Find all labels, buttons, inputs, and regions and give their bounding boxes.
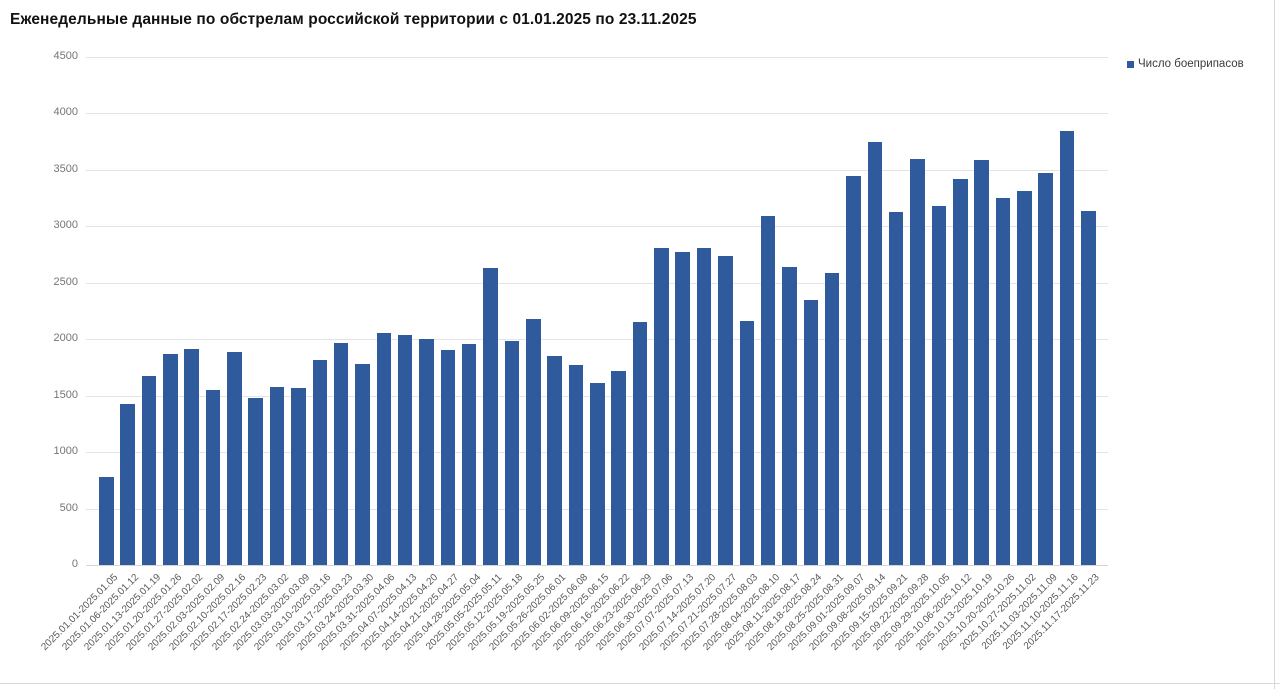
y-axis-tick-label: 0 bbox=[71, 558, 78, 570]
bar-2025.01.27-2025.02.02 bbox=[184, 348, 199, 565]
chart-title: Еженедельные данные по обстрелам российс… bbox=[10, 11, 697, 28]
gridline bbox=[86, 565, 1108, 566]
bar-2025.05.05-2025.05.11 bbox=[483, 268, 498, 565]
bar-2025.03.10-2025.03.16 bbox=[312, 359, 327, 565]
y-axis-tick-label: 2000 bbox=[53, 332, 78, 345]
y-axis-tick-label: 500 bbox=[59, 501, 78, 514]
bar-2025.06.09-2025.06.15 bbox=[590, 382, 605, 565]
bar-2025.01.13-2025.01.19 bbox=[141, 376, 157, 565]
bar-2025.01.20-2025.01.26 bbox=[163, 354, 178, 565]
bar-2025.07.07-2025.07.13 bbox=[675, 252, 690, 565]
bar-2025.06.16-2025.06.22 bbox=[611, 370, 626, 565]
legend: Число боеприпасов bbox=[1127, 58, 1244, 70]
gridline bbox=[86, 57, 1108, 58]
gridline bbox=[86, 226, 1108, 228]
bar-2025.05.12-2025.05.18 bbox=[504, 340, 520, 565]
bar-2025.06.23-2025.06.29 bbox=[632, 322, 648, 565]
gridline bbox=[86, 113, 1108, 115]
y-axis-tick-label: 2500 bbox=[53, 275, 78, 288]
bar-2025.09.01-2025.09.07 bbox=[846, 176, 861, 565]
bar-2025.05.26-2025.06.01 bbox=[547, 355, 562, 565]
bar-2025.04.21-2025.04.27 bbox=[440, 349, 456, 565]
bar-2025.03.31-2025.04.06 bbox=[376, 333, 392, 565]
bar-2025.07.28-2025.08.03 bbox=[739, 321, 754, 565]
bar-2025.04.07-2025.04.13 bbox=[397, 334, 413, 565]
bar-2025.03.17-2025.03.23 bbox=[333, 342, 349, 565]
bar-2025.11.10-2025.11.16 bbox=[1059, 130, 1075, 565]
bar-2025.10.06-2025.10.12 bbox=[953, 178, 968, 565]
bar-2025.02.17-2025.02.23 bbox=[248, 398, 263, 565]
y-axis-tick-label: 4000 bbox=[53, 106, 78, 119]
frame-bottom-line bbox=[0, 683, 1280, 684]
bar-2025.10.20-2025.10.26 bbox=[995, 198, 1011, 565]
bar-2025.08.11-2025.08.17 bbox=[782, 266, 797, 565]
gridline bbox=[86, 282, 1108, 284]
bar-2025.02.24-2025.03.02 bbox=[269, 387, 285, 565]
bar-2025.08.25-2025.08.31 bbox=[824, 272, 840, 565]
bar-2025.06.30-2025.07.06 bbox=[654, 247, 669, 565]
bar-2025.07.21-2025.07.27 bbox=[718, 255, 733, 565]
bar-2025.09.22-2025.09.28 bbox=[910, 159, 925, 565]
gridline bbox=[86, 339, 1108, 341]
bar-2025.02.03-2025.02.09 bbox=[205, 390, 221, 565]
bar-2025.10.13-2025.10.19 bbox=[974, 159, 989, 565]
bar-2025.01.01-2025.01.05 bbox=[99, 476, 114, 565]
bar-2025.03.03-2025.03.09 bbox=[291, 388, 306, 565]
y-axis-tick-label: 3500 bbox=[53, 162, 78, 175]
bar-2025.05.19-2025.05.25 bbox=[526, 318, 541, 565]
bar-2025.11.03-2025.11.09 bbox=[1038, 172, 1053, 565]
bar-2025.03.24-2025.03.30 bbox=[355, 364, 370, 565]
bar-2025.09.29-2025.10.05 bbox=[931, 206, 947, 565]
frame-right-line bbox=[1274, 0, 1275, 689]
bar-2025.02.10-2025.02.16 bbox=[227, 352, 242, 565]
y-axis-tick-label: 1000 bbox=[53, 445, 78, 458]
bar-2025.10.27-2025.11.02 bbox=[1017, 190, 1032, 565]
legend-series-label: Число боеприпасов bbox=[1138, 58, 1244, 70]
bar-2025.08.04-2025.08.10 bbox=[760, 216, 776, 565]
bar-2025.08.18-2025.08.24 bbox=[803, 299, 819, 565]
y-axis-tick-label: 3000 bbox=[53, 219, 78, 232]
y-axis-tick-label: 1500 bbox=[53, 388, 78, 401]
y-axis-tick-label: 4500 bbox=[53, 50, 78, 62]
bar-2025.01.06-2025.01.12 bbox=[120, 403, 135, 565]
gridline bbox=[86, 169, 1108, 171]
bar-2025.04.14-2025.04.20 bbox=[419, 339, 434, 565]
legend-series-swatch-icon bbox=[1127, 60, 1134, 68]
bar-2025.09.08-2025.09.14 bbox=[867, 142, 883, 565]
bar-2025.07.14-2025.07.20 bbox=[696, 248, 712, 565]
bar-2025.04.28-2025.05.04 bbox=[461, 343, 477, 565]
bar-2025.11.17-2025.11.23 bbox=[1081, 211, 1096, 565]
bar-2025.09.15-2025.09.21 bbox=[888, 211, 904, 565]
bar-2025.06.02-2025.06.08 bbox=[568, 364, 584, 565]
